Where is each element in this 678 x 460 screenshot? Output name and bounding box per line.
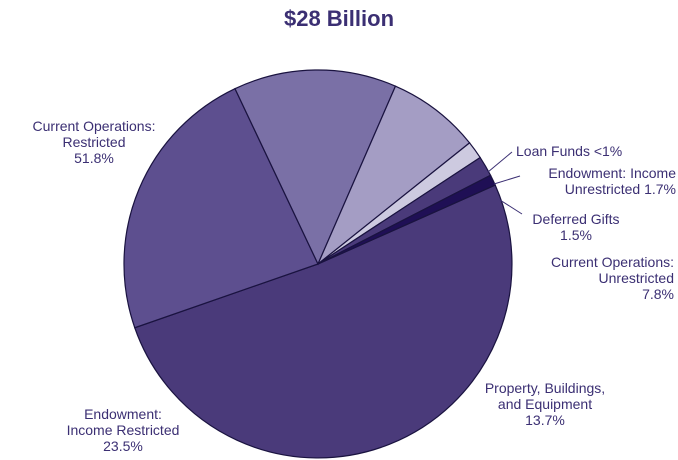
label-line: Endowment: bbox=[84, 406, 162, 422]
pie-slice-loan bbox=[317, 174, 497, 265]
label-line: 7.8% bbox=[642, 286, 674, 302]
pie-slice-property bbox=[234, 69, 397, 266]
label-line: Current Operations: bbox=[551, 254, 674, 270]
label-loan-funds: Loan Funds <1% bbox=[516, 143, 656, 159]
label-endowment-income-restricted: Endowment: Income Restricted 23.5% bbox=[46, 406, 200, 454]
label-endowment-income-unrestricted: Endowment: Income Unrestricted 1.7% bbox=[506, 165, 676, 197]
label-line: Loan Funds <1% bbox=[516, 143, 623, 159]
label-current-operations-unrestricted: Current Operations: Unrestricted 7.8% bbox=[500, 254, 674, 302]
label-property-buildings-equipment: Property, Buildings, and Equipment 13.7% bbox=[470, 380, 620, 428]
label-line: Endowment: Income bbox=[548, 165, 676, 181]
label-line: Deferred Gifts bbox=[532, 211, 620, 227]
label-line: Income Restricted bbox=[66, 422, 180, 438]
label-line: 51.8% bbox=[74, 150, 114, 166]
label-line: 1.5% bbox=[560, 227, 592, 243]
label-line: Current Operations: bbox=[32, 118, 156, 134]
leader-endowment-unrestricted bbox=[493, 175, 521, 185]
label-line: 13.7% bbox=[525, 412, 565, 428]
pie-slice-restricted bbox=[134, 184, 513, 459]
label-line: 23.5% bbox=[103, 438, 143, 454]
pie-slice-endow_restricted bbox=[123, 87, 319, 329]
label-deferred-gifts: Deferred Gifts 1.5% bbox=[520, 211, 632, 243]
label-line: Unrestricted 1.7% bbox=[564, 181, 676, 197]
label-line: Unrestricted bbox=[598, 270, 674, 286]
label-current-operations-restricted: Current Operations: Restricted 51.8% bbox=[14, 118, 174, 166]
leader-deferred-gifts bbox=[499, 199, 523, 215]
label-line: and Equipment bbox=[497, 396, 593, 412]
chart-title: $28 Billion bbox=[283, 6, 395, 31]
pie-slice-unrestricted bbox=[317, 85, 471, 265]
label-line: Restricted bbox=[62, 134, 126, 150]
label-line: Property, Buildings, bbox=[484, 380, 606, 396]
leader-loan-funds bbox=[487, 151, 513, 173]
